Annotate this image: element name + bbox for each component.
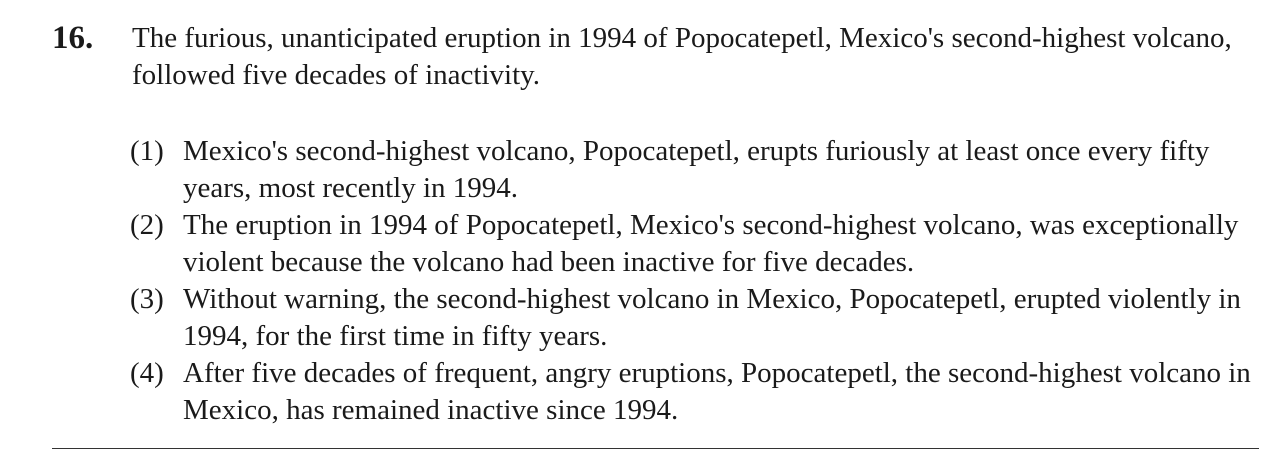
question-number: 16.: [52, 20, 94, 56]
option-text: The eruption in 1994 of Popocatepetl, Me…: [183, 209, 1239, 278]
answer-options: (1) Mexico's second-highest volcano, Pop…: [130, 133, 1260, 429]
answer-option-3[interactable]: (3) Without warning, the second-highest …: [130, 281, 1260, 355]
option-label: (1): [130, 135, 164, 167]
answer-option-4[interactable]: (4) After five decades of frequent, angr…: [130, 355, 1260, 429]
divider-line: [52, 448, 1259, 449]
option-text: After five decades of frequent, angry er…: [183, 357, 1251, 426]
option-label: (3): [130, 283, 164, 315]
question-stem: The furious, unanticipated eruption in 1…: [132, 22, 1232, 91]
option-text: Mexico's second-highest volcano, Popocat…: [183, 135, 1210, 204]
option-text: Without warning, the second-highest volc…: [183, 283, 1241, 352]
answer-option-2[interactable]: (2) The eruption in 1994 of Popocatepetl…: [130, 207, 1260, 281]
option-label: (2): [130, 209, 164, 241]
answer-option-1[interactable]: (1) Mexico's second-highest volcano, Pop…: [130, 133, 1260, 207]
option-label: (4): [130, 357, 164, 389]
